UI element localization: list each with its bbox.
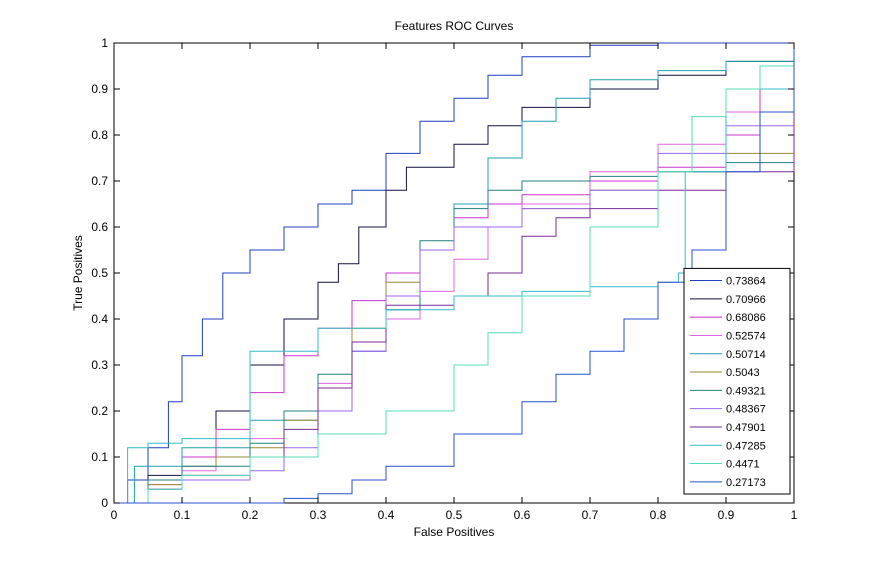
x-tick-label: 0.6 bbox=[514, 508, 531, 522]
x-tick-label: 0.8 bbox=[650, 508, 667, 522]
legend-label: 0.47285 bbox=[726, 440, 766, 452]
ticks-layer: 0 0.1 0.2 0.3 0.4 0.5 0.6 0.7 0.8 0.9 1 0 0.1 0.2 0.3 0… bbox=[91, 36, 797, 522]
y-tick-label: 1 bbox=[101, 36, 108, 50]
y-tick-label: 0.7 bbox=[91, 174, 108, 188]
series-line-1 bbox=[114, 43, 795, 504]
legend-label: 0.5043 bbox=[726, 367, 760, 379]
y-tick-label: 0.3 bbox=[91, 358, 108, 372]
x-tick-label: 1 bbox=[791, 508, 798, 522]
legend-box bbox=[683, 267, 791, 495]
legend-label: 0.27173 bbox=[726, 477, 766, 489]
x-tick-label: 0 bbox=[111, 508, 118, 522]
x-tick-label: 0.9 bbox=[718, 508, 735, 522]
legend-label: 0.70966 bbox=[726, 294, 766, 306]
x-tick-label: 0.5 bbox=[446, 508, 463, 522]
x-tick-label: 0.4 bbox=[378, 508, 395, 522]
x-tick-label: 0.1 bbox=[174, 508, 191, 522]
x-tick-label: 0.7 bbox=[582, 508, 599, 522]
legend-label: 0.47901 bbox=[726, 422, 766, 434]
y-tick-label: 0.5 bbox=[91, 266, 108, 280]
y-tick-label: 0 bbox=[101, 496, 108, 510]
x-tick-label: 0.3 bbox=[310, 508, 327, 522]
y-axis-title: True Positives bbox=[71, 235, 85, 311]
y-tick-label: 0.6 bbox=[91, 220, 108, 234]
chart-title: Features ROC Curves bbox=[395, 19, 514, 33]
y-tick-label: 0.2 bbox=[91, 404, 108, 418]
series-line-0 bbox=[114, 42, 794, 504]
x-axis-title: False Positives bbox=[414, 525, 495, 539]
series-line-10 bbox=[114, 43, 795, 504]
legend-label: 0.49321 bbox=[726, 385, 766, 397]
legend-label: 0.73864 bbox=[726, 276, 766, 288]
y-tick-label: 0.9 bbox=[91, 82, 108, 96]
legend-label: 0.52574 bbox=[726, 330, 766, 342]
legend: 0.73864 0.70966 0.68086 0.52574 0.50714 0.504… bbox=[683, 267, 791, 495]
legend-label: 0.68086 bbox=[726, 312, 766, 324]
legend-label: 0.4471 bbox=[726, 459, 760, 471]
legend-label: 0.50714 bbox=[726, 349, 766, 361]
series-line-9 bbox=[114, 43, 795, 504]
legend-label: 0.48367 bbox=[726, 404, 766, 416]
y-tick-label: 0.4 bbox=[91, 312, 108, 326]
y-tick-label: 0.1 bbox=[91, 450, 108, 464]
x-tick-label: 0.2 bbox=[242, 508, 259, 522]
y-tick-label: 0.8 bbox=[91, 128, 108, 142]
